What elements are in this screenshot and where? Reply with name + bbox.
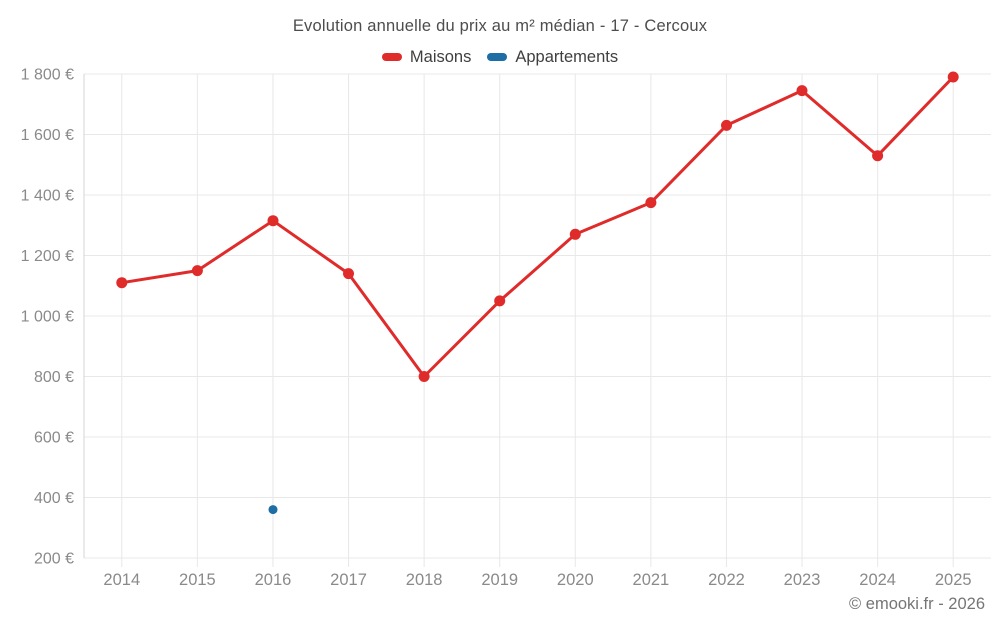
y-tick-label-1400: 1 400 € — [21, 188, 74, 205]
legend-label-appartements: Appartements — [515, 47, 619, 66]
y-tick-label-1800: 1 800 € — [21, 67, 74, 84]
x-tick-label-2016: 2016 — [255, 571, 292, 589]
x-tick-label-2025: 2025 — [935, 571, 972, 589]
y-tick-label-1200: 1 200 € — [21, 248, 74, 265]
y-tick-label-1000: 1 000 € — [21, 309, 74, 326]
data-point-maisons-2019[interactable] — [494, 295, 506, 307]
chart-title: Evolution annuelle du prix au m² médian … — [292, 17, 708, 35]
x-tick-label-2021: 2021 — [633, 571, 670, 589]
x-tick-label-2014: 2014 — [103, 571, 140, 589]
data-point-maisons-2021[interactable] — [645, 197, 657, 209]
legend-label-maisons: Maisons — [409, 47, 472, 66]
legend-swatch-appartements-icon — [487, 53, 508, 61]
data-point-maisons-2023[interactable] — [796, 85, 808, 97]
x-tick-label-2022: 2022 — [708, 571, 745, 589]
y-tick-label-600: 600 € — [34, 430, 74, 447]
y-tick-label-1600: 1 600 € — [21, 127, 74, 144]
data-point-maisons-2017[interactable] — [343, 268, 354, 280]
y-tick-label-200: 200 € — [34, 551, 74, 568]
x-tick-label-2015: 2015 — [179, 571, 216, 589]
x-tick-label-2017: 2017 — [330, 571, 367, 589]
series-line-maisons — [120, 75, 955, 378]
data-point-maisons-2020[interactable] — [569, 228, 581, 240]
y-tick-label-400: 400 € — [34, 490, 74, 507]
data-point-maisons-2024[interactable] — [872, 150, 884, 162]
legend-item-appartements[interactable]: Appartements — [487, 48, 618, 67]
data-point-appartements-2016[interactable] — [268, 505, 278, 515]
data-point-maisons-2014[interactable] — [116, 277, 128, 289]
chart-legend: Maisons Appartements — [0, 45, 1000, 69]
legend-item-maisons[interactable]: Maisons — [381, 47, 472, 67]
y-tick-label-800: 800 € — [34, 369, 74, 386]
data-point-maisons-2018[interactable] — [418, 371, 430, 382]
data-point-maisons-2022[interactable] — [721, 119, 732, 131]
data-point-maisons-2016[interactable] — [267, 215, 279, 227]
legend-swatch-maisons-icon — [381, 53, 402, 61]
footer-credit: © emooki.fr - 2026 — [849, 595, 985, 613]
x-tick-label-2020: 2020 — [557, 571, 594, 589]
x-tick-label-2024: 2024 — [859, 571, 896, 589]
data-point-maisons-2025[interactable] — [947, 71, 959, 83]
x-tick-label-2023: 2023 — [784, 571, 821, 589]
x-tick-label-2019: 2019 — [481, 571, 518, 589]
x-tick-label-2018: 2018 — [406, 571, 443, 589]
data-point-maisons-2015[interactable] — [191, 265, 203, 277]
